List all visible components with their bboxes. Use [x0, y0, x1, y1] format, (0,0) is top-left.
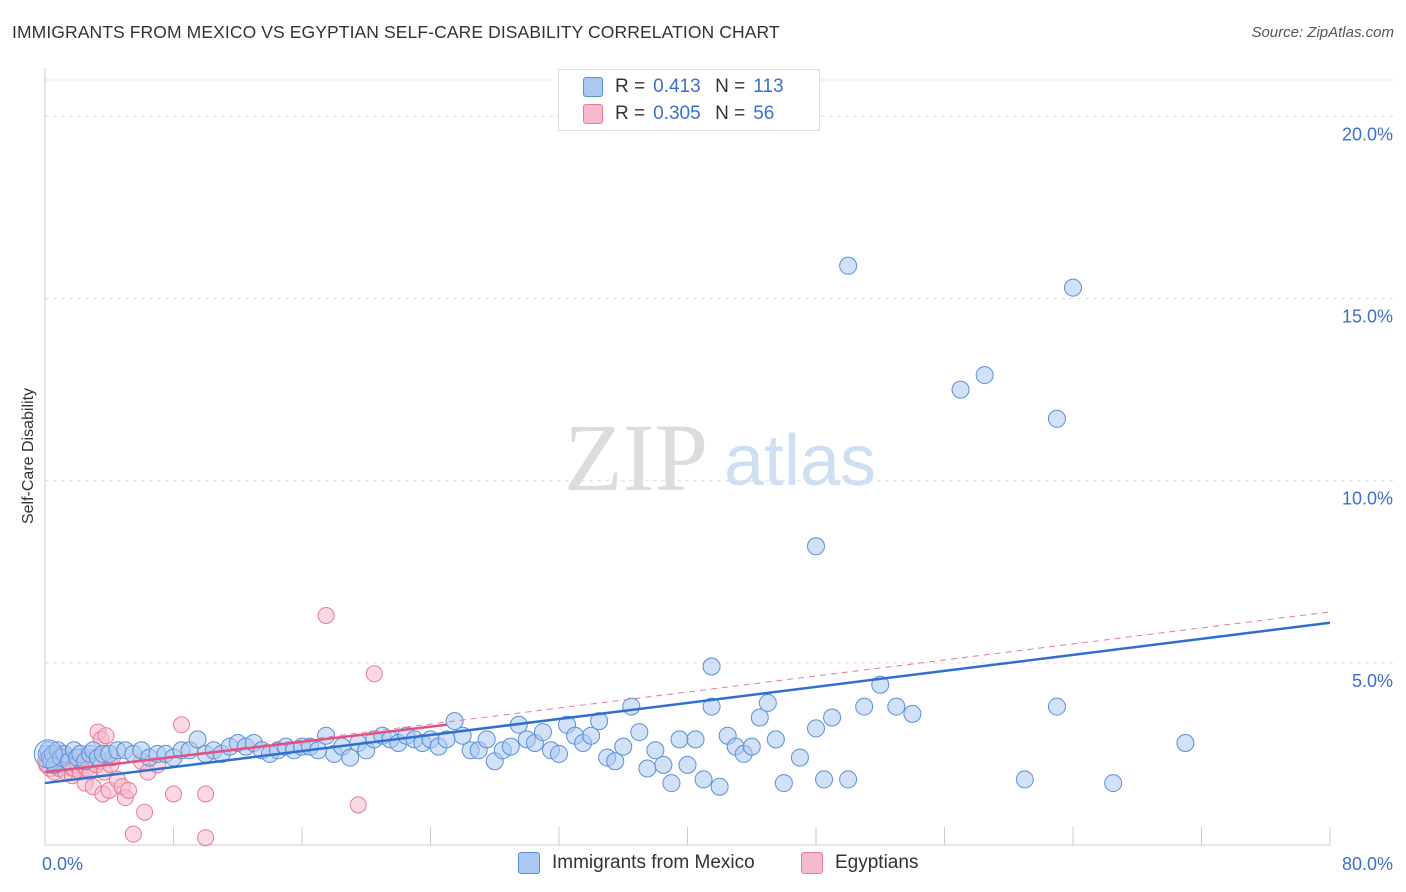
mexico-point: [823, 708, 842, 727]
mexico-point: [662, 774, 681, 793]
mexico-r-value: 0.413: [653, 76, 701, 97]
mexico-trend-line: [44, 621, 1331, 785]
series-legend-mexico: Immigrants from Mexico: [518, 852, 755, 874]
mexico-point: [694, 770, 713, 789]
y-tick-label: 10.0%: [1342, 489, 1393, 509]
mexico-point: [1015, 770, 1034, 789]
mexico-point: [975, 366, 994, 385]
mexico-point: [590, 712, 609, 731]
egyptians-point: [197, 829, 215, 847]
y-tick-label: 5.0%: [1352, 671, 1393, 691]
egyptians-points: [37, 607, 383, 847]
mexico-point: [188, 730, 207, 749]
mexico-point: [750, 708, 769, 727]
mexico-point: [855, 697, 874, 716]
mexico-point: [606, 752, 625, 771]
gridlines: [45, 79, 1395, 664]
mexico-point: [317, 726, 336, 745]
egyptians-trend-line: [44, 723, 447, 774]
egyptians-trend-dashed: [44, 611, 1331, 773]
mexico-point: [501, 737, 520, 756]
tick-labels: 5.0% 10.0% 15.0% 20.0% 0.0% 80.0%: [42, 124, 1393, 874]
egyptians-swatch-icon: [583, 104, 603, 124]
mexico-point: [774, 774, 793, 793]
egyptians-point: [317, 607, 335, 624]
egyptians-point: [136, 803, 154, 821]
mexico-legend-swatch-icon: [518, 852, 540, 874]
y-tick-label: 15.0%: [1342, 307, 1393, 327]
mexico-point: [1047, 409, 1066, 428]
mexico-point: [1047, 697, 1066, 716]
mexico-point: [646, 741, 665, 760]
mexico-point: [533, 723, 552, 742]
mexico-point: [702, 697, 721, 716]
mexico-point: [638, 759, 657, 778]
n-label: N =: [715, 76, 746, 97]
legend-row-egyptians: R = 0.305 N = 56: [583, 101, 793, 127]
mexico-point: [807, 719, 825, 738]
egyptians-point: [173, 716, 191, 734]
mexico-point: [742, 737, 761, 756]
mexico-point: [550, 744, 568, 763]
mexico-point-cluster: [33, 739, 63, 769]
y-tick-label: 20.0%: [1342, 124, 1393, 144]
mexico-point: [614, 737, 633, 756]
mexico-legend-label: Immigrants from Mexico: [552, 852, 755, 873]
egyptians-point: [349, 796, 367, 814]
egyptians-point: [97, 727, 115, 745]
watermark-zip: ZIP: [564, 404, 708, 511]
mexico-point: [477, 730, 496, 749]
y-axis-label: Self-Care Disability: [20, 388, 37, 524]
mexico-point: [1064, 278, 1082, 297]
mexico-point: [790, 748, 809, 767]
egyptians-point: [197, 785, 215, 803]
trend-lines: [44, 611, 1331, 785]
egyptians-n-value: 56: [753, 103, 775, 124]
mexico-point: [839, 256, 858, 275]
mexico-point: [582, 726, 601, 745]
legend-row-mexico: R = 0.413 N = 113: [583, 74, 793, 100]
mexico-point: [887, 697, 906, 716]
egyptians-r-value: 0.305: [653, 103, 701, 124]
mexico-point: [686, 730, 705, 749]
n-label: N =: [715, 103, 746, 124]
watermark-atlas: atlas: [724, 421, 876, 501]
axes: [44, 68, 1331, 846]
mexico-point: [1176, 734, 1195, 752]
mexico-point: [622, 697, 641, 716]
mexico-point: [903, 704, 922, 723]
egyptians-point: [165, 785, 182, 803]
x-tick-label: 0.0%: [42, 854, 83, 874]
mexico-point: [670, 730, 689, 749]
x-tick-label: 80.0%: [1342, 854, 1393, 874]
mexico-point: [678, 755, 697, 774]
mexico-point: [758, 693, 777, 712]
chart-title: IMMIGRANTS FROM MEXICO VS EGYPTIAN SELF-…: [12, 22, 780, 42]
mexico-point: [951, 380, 970, 399]
mexico-point: [766, 730, 785, 749]
source-label: Source: ZipAtlas.com: [1251, 24, 1394, 41]
mexico-points: [33, 256, 1195, 796]
mexico-point: [815, 770, 834, 789]
mexico-point: [1104, 774, 1123, 793]
r-label: R =: [615, 76, 646, 97]
mexico-point: [630, 723, 649, 742]
mexico-point: [839, 770, 858, 789]
mexico-point: [654, 755, 673, 774]
egyptians-legend-swatch-icon: [801, 852, 823, 874]
mexico-point: [341, 748, 360, 767]
mexico-n-value: 113: [753, 76, 784, 97]
egyptians-legend-label: Egyptians: [835, 852, 919, 873]
mexico-point: [710, 777, 729, 796]
stats-legend: R = 0.413 N = 113 R = 0.305 N = 56: [558, 69, 820, 131]
mexico-swatch-icon: [583, 77, 603, 97]
egyptians-point: [365, 665, 383, 683]
egyptians-point: [120, 781, 138, 799]
mexico-point: [702, 657, 721, 676]
r-label: R =: [615, 103, 646, 124]
mexico-point: [807, 537, 825, 556]
series-legend-egyptians: Egyptians: [801, 852, 918, 874]
egyptians-point: [124, 825, 142, 843]
